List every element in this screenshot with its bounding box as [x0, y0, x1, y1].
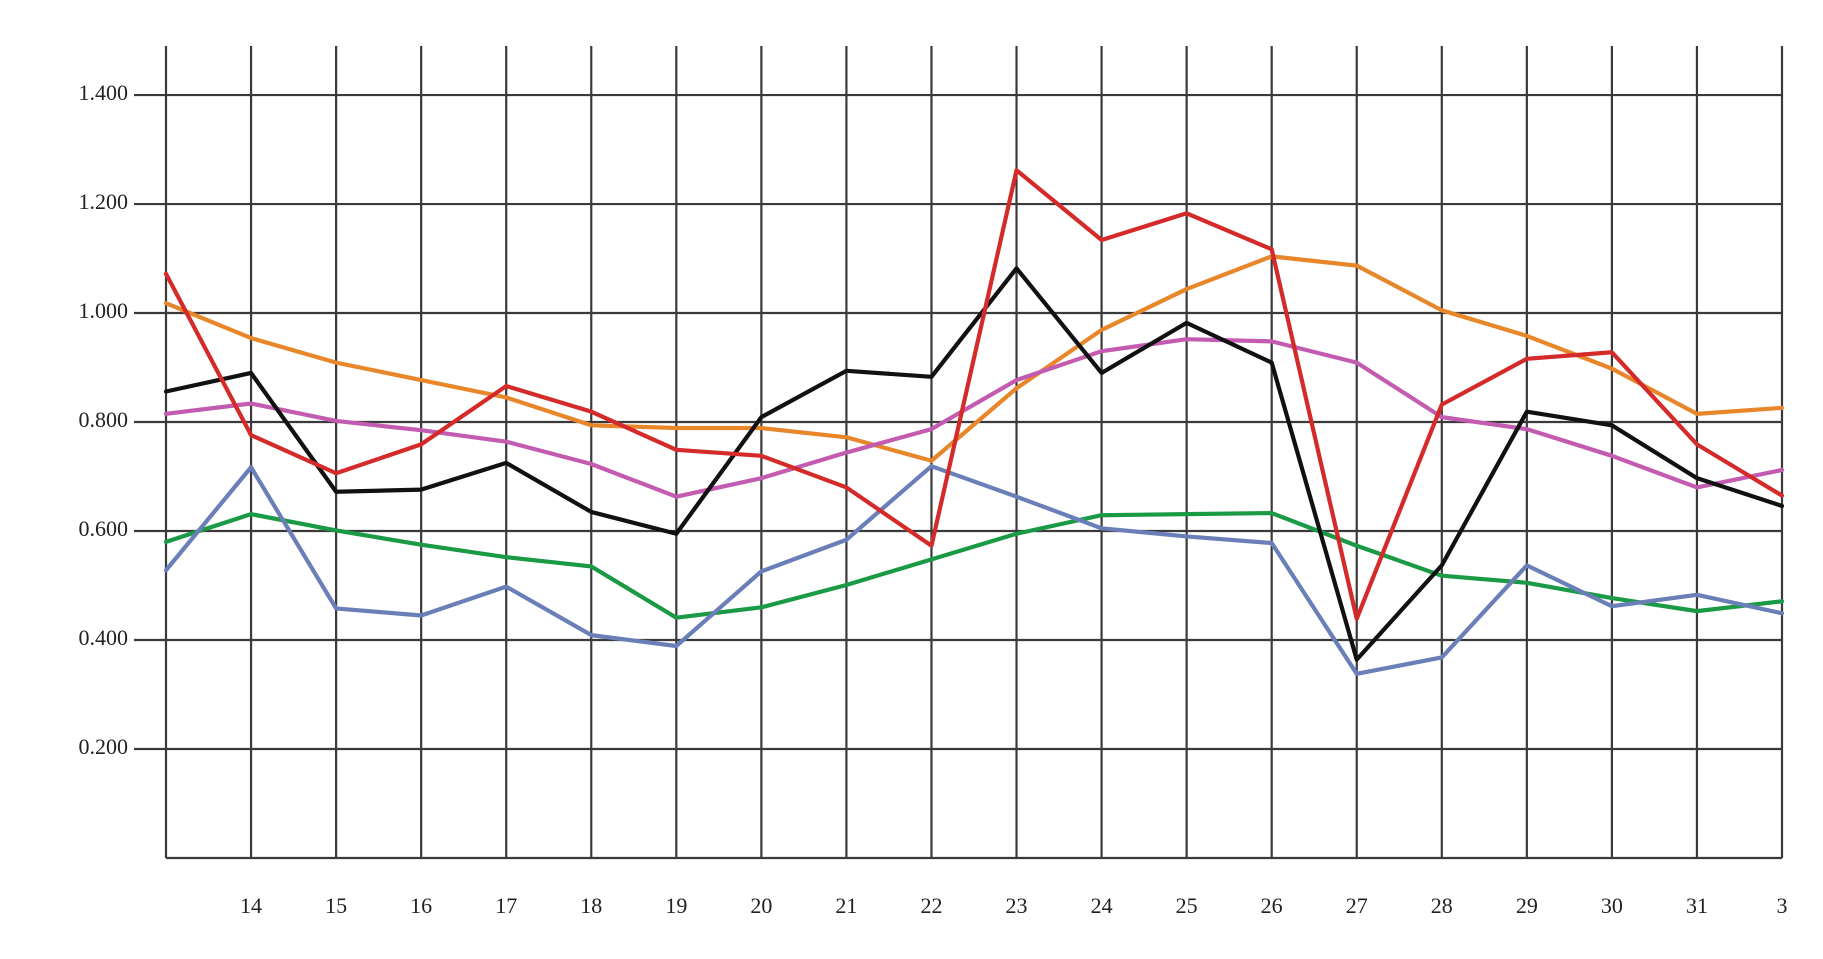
y-tick-label: 0.200	[79, 734, 129, 759]
x-tick-label: 18	[580, 893, 602, 918]
x-tick-label: 17	[495, 893, 517, 918]
x-tick-label: 31	[1686, 893, 1708, 918]
data-line	[163, 266, 1785, 662]
x-tick-label: 3	[1777, 893, 1788, 918]
x-tick-label: 27	[1346, 893, 1368, 918]
y-tick-label: 0.800	[79, 407, 129, 432]
x-tick-label: 19	[665, 893, 687, 918]
y-tick-label: 1.200	[79, 189, 129, 214]
x-tick-label: 16	[410, 893, 432, 918]
x-tick-label: 15	[325, 893, 347, 918]
x-tick-label: 30	[1601, 893, 1623, 918]
data-line	[163, 464, 1785, 676]
x-tick-label: 24	[1091, 893, 1113, 918]
data-line	[163, 254, 1785, 463]
y-tick-label: 1.400	[79, 80, 129, 105]
x-tick-label: 25	[1176, 893, 1198, 918]
x-tick-label: 20	[750, 893, 772, 918]
x-tick-label: 29	[1516, 893, 1538, 918]
x-tick-label: 23	[1006, 893, 1028, 918]
x-tick-label: 22	[920, 893, 942, 918]
x-tick-label: 14	[240, 893, 262, 918]
data-line	[163, 168, 1785, 621]
y-tick-label: 0.600	[79, 516, 129, 541]
x-tick-label: 21	[835, 893, 857, 918]
y-tick-label: 1.000	[79, 298, 129, 323]
x-tick-label: 28	[1431, 893, 1453, 918]
y-tick-label: 0.400	[79, 625, 129, 650]
x-tick-label: 26	[1261, 893, 1283, 918]
